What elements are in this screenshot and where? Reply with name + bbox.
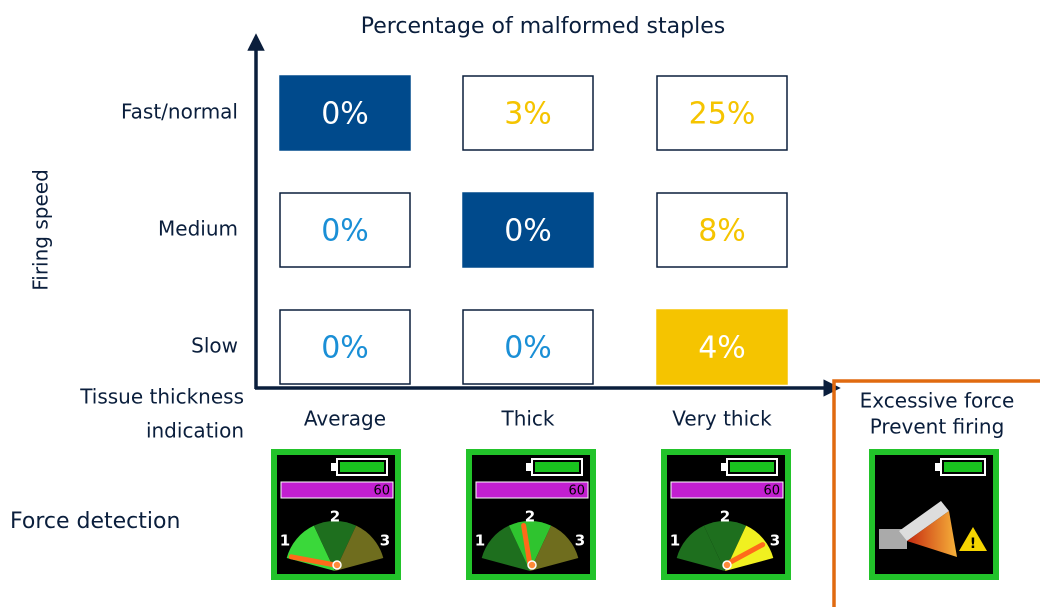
battery-level bbox=[340, 462, 384, 472]
gauge-segment bbox=[676, 525, 725, 571]
x-axis-label: Tissue thickness bbox=[79, 385, 244, 409]
gauge: 60 1 2 3 bbox=[661, 449, 791, 580]
row-label: Fast/normal bbox=[121, 100, 238, 124]
column-label: Average bbox=[304, 407, 386, 431]
cell-value: 8% bbox=[698, 214, 746, 249]
gauge-segment bbox=[313, 521, 357, 571]
gauge-needle bbox=[521, 522, 533, 568]
battery-tip bbox=[721, 463, 727, 471]
x-axis-label: indication bbox=[146, 419, 244, 443]
gauge-scale: 2 bbox=[720, 508, 730, 526]
warning-text: Excessive force bbox=[860, 389, 1015, 413]
column-label: Very thick bbox=[672, 407, 772, 431]
cell-value: 0% bbox=[321, 97, 369, 132]
force-bar bbox=[280, 481, 394, 499]
row-label: Slow bbox=[191, 334, 238, 358]
force-bar-value: 60 bbox=[568, 484, 585, 499]
cell bbox=[656, 309, 788, 385]
gauge-scale: 2 bbox=[330, 508, 340, 526]
force-label: Force detection bbox=[10, 509, 180, 534]
cell bbox=[279, 192, 411, 268]
gauge-segment bbox=[703, 521, 747, 571]
cell-value: 0% bbox=[504, 331, 552, 366]
cell bbox=[279, 75, 411, 151]
gauge-segment bbox=[335, 525, 384, 571]
force-bar bbox=[670, 481, 784, 499]
row-label: Medium bbox=[158, 217, 238, 241]
cell bbox=[462, 192, 594, 268]
gauge-segment bbox=[530, 525, 579, 571]
gauge-hub bbox=[722, 560, 732, 570]
cell-value: 3% bbox=[504, 97, 552, 132]
cell-value: 0% bbox=[321, 331, 369, 366]
battery-tip bbox=[526, 463, 532, 471]
battery-tip bbox=[331, 463, 337, 471]
gauge-hub bbox=[527, 560, 537, 570]
cell bbox=[656, 75, 788, 151]
gauge-scale: 1 bbox=[475, 532, 485, 550]
gauge-segment bbox=[481, 525, 530, 571]
y-axis-label: Firing speed bbox=[29, 169, 53, 291]
svg-text:!: ! bbox=[970, 536, 976, 552]
gauge-scale: 3 bbox=[380, 532, 390, 550]
gauge: 60 1 2 3 bbox=[466, 449, 596, 580]
battery bbox=[336, 458, 388, 476]
gauge-scale: 3 bbox=[575, 532, 585, 550]
gauge: 60 1 2 3 bbox=[271, 449, 401, 580]
force-bar-value: 60 bbox=[763, 484, 780, 499]
gauge-scale: 3 bbox=[770, 532, 780, 550]
title: Percentage of malformed staples bbox=[361, 14, 725, 39]
gauge-scale: 1 bbox=[280, 532, 290, 550]
gauge-needle bbox=[722, 542, 766, 568]
battery-level bbox=[535, 462, 579, 472]
battery-level bbox=[730, 462, 774, 472]
cell-value: 25% bbox=[689, 97, 756, 132]
gauge-segment bbox=[508, 521, 552, 571]
cell-value: 4% bbox=[698, 331, 746, 366]
excessive-force-icon: ! bbox=[869, 449, 999, 580]
column-label: Thick bbox=[500, 407, 554, 431]
force-bar-value: 60 bbox=[373, 484, 390, 499]
warning-text: Prevent firing bbox=[870, 415, 1005, 439]
gauge-scale: 1 bbox=[670, 532, 680, 550]
gauge-needle bbox=[288, 554, 338, 568]
gauge-hub bbox=[332, 560, 342, 570]
force-bar bbox=[475, 481, 589, 499]
cell-value: 0% bbox=[321, 214, 369, 249]
cell bbox=[279, 309, 411, 385]
warning-box bbox=[832, 379, 1040, 607]
cell bbox=[462, 75, 594, 151]
cell bbox=[462, 309, 594, 385]
gauge-scale: 2 bbox=[525, 508, 535, 526]
cell bbox=[656, 192, 788, 268]
cell-value: 0% bbox=[504, 214, 552, 249]
battery bbox=[531, 458, 583, 476]
battery bbox=[726, 458, 778, 476]
